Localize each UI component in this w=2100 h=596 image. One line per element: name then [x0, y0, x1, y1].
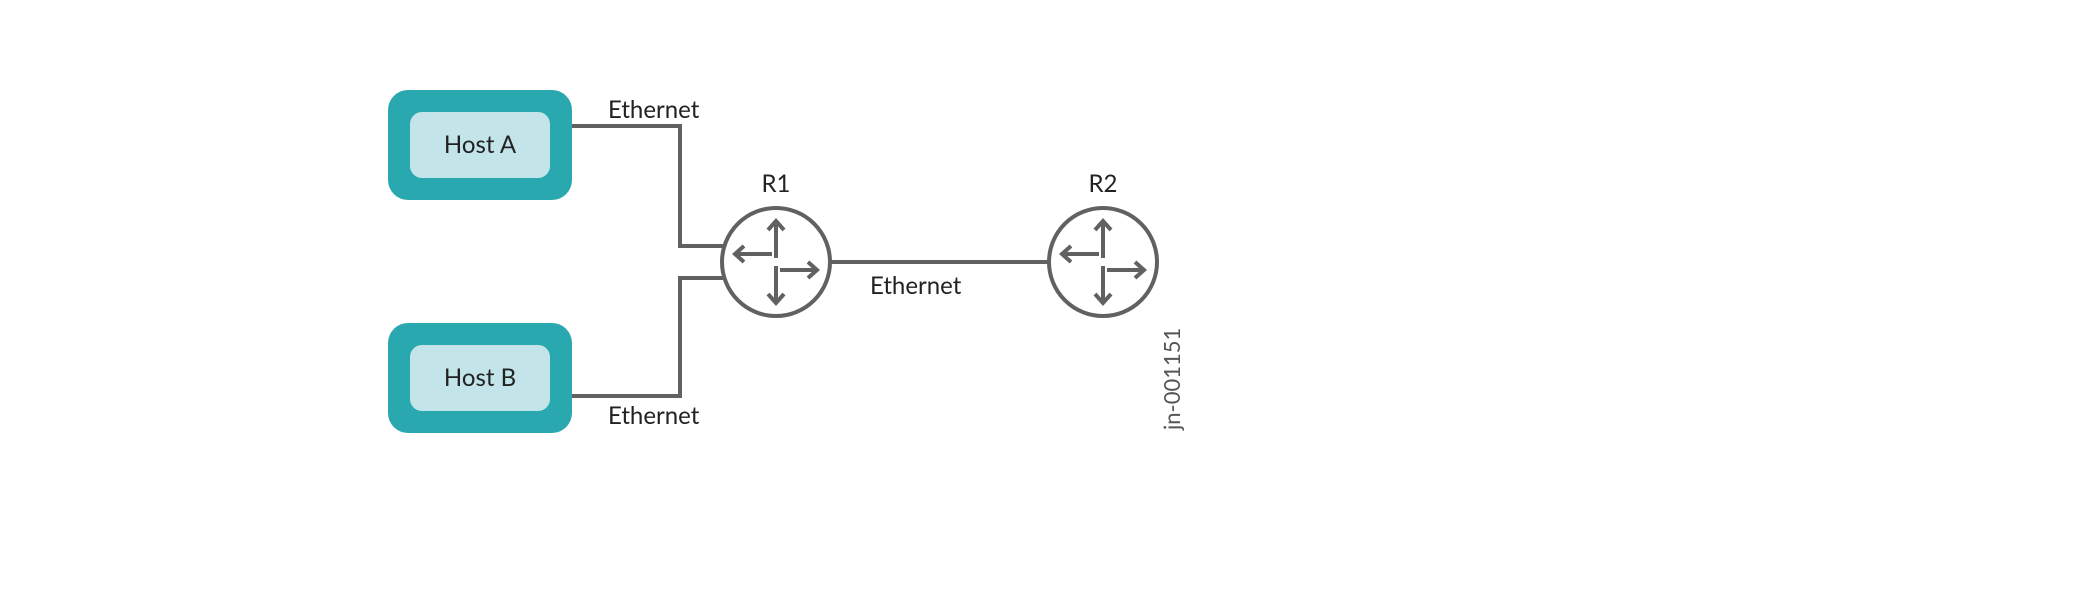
- router-r2-label: R2: [1089, 169, 1118, 198]
- link-label-r1-r2: Ethernet: [870, 271, 962, 300]
- reference-id-label: jn-001151: [1158, 328, 1185, 431]
- router-r1: R1: [722, 169, 830, 316]
- link-label-hostB-r1: Ethernet: [608, 401, 700, 430]
- link-hostA-r1: Ethernet: [572, 95, 723, 246]
- link-label-hostA-r1: Ethernet: [608, 95, 700, 124]
- link-hostB-r1: Ethernet: [572, 278, 723, 430]
- link-line: [572, 278, 723, 396]
- host-b: Host B: [388, 323, 572, 433]
- host-a-label: Host A: [444, 130, 517, 159]
- router-r1-label: R1: [762, 169, 791, 198]
- link-r1-r2: Ethernet: [830, 262, 1049, 300]
- network-diagram: Ethernet Ethernet Ethernet Host A Host B…: [0, 0, 2100, 596]
- host-a: Host A: [388, 90, 572, 200]
- host-b-label: Host B: [444, 363, 516, 392]
- link-line: [572, 126, 723, 246]
- router-r2: R2: [1049, 169, 1157, 316]
